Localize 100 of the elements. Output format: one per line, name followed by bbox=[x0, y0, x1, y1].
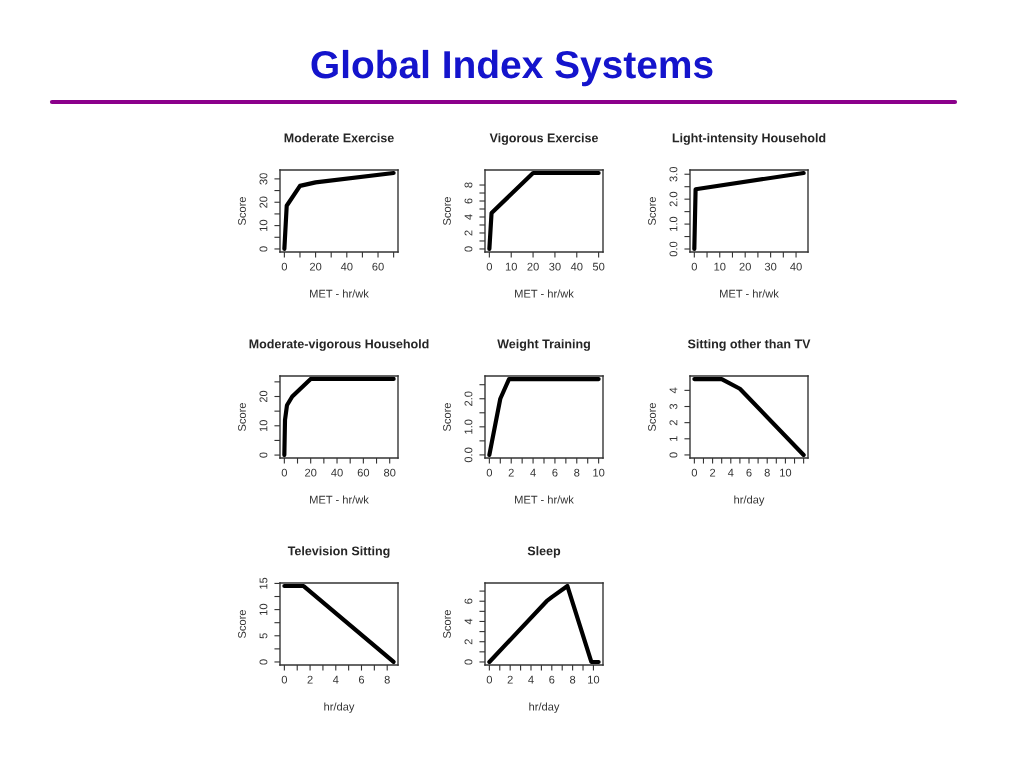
x-tick-label: 6 bbox=[358, 675, 365, 684]
y-tick-label: 10 bbox=[259, 219, 268, 231]
x-tick-label: 6 bbox=[552, 468, 558, 477]
x-axis-title: hr/day bbox=[324, 702, 355, 713]
y-tick-label: 3 bbox=[669, 403, 678, 410]
x-axis-title: MET - hr/wk bbox=[310, 289, 369, 298]
x-axis-title: hr/day bbox=[734, 495, 765, 506]
y-tick-label: 2.0 bbox=[669, 191, 678, 207]
y-tick-label: 2 bbox=[464, 230, 473, 236]
x-tick-label: 8 bbox=[384, 675, 390, 684]
y-tick-label: 3.0 bbox=[669, 166, 678, 182]
y-tick-label: 6 bbox=[464, 598, 473, 604]
y-tick-label: 0 bbox=[259, 659, 268, 665]
y-tick-label: 2.0 bbox=[464, 391, 473, 406]
x-tick-label: 40 bbox=[331, 468, 343, 477]
y-tick-label: 0.0 bbox=[464, 447, 473, 463]
x-tick-label: 0 bbox=[486, 675, 493, 684]
y-tick-label: 1 bbox=[669, 436, 678, 442]
y-axis-title: Score bbox=[238, 196, 246, 226]
y-axis-title: Score bbox=[238, 609, 246, 639]
y-tick-label: 8 bbox=[464, 182, 473, 188]
y-tick-label: 10 bbox=[259, 420, 268, 432]
x-tick-label: 2 bbox=[507, 675, 513, 684]
text: Global Index Systems bbox=[311, 49, 713, 87]
x-tick-label: 6 bbox=[746, 468, 752, 477]
x-tick-label: 10 bbox=[714, 262, 726, 271]
chart-title: Vigorous Exercise bbox=[489, 133, 598, 145]
x-axis-title: hr/day bbox=[529, 702, 560, 713]
y-tick-label: 4 bbox=[464, 214, 473, 220]
x-tick-label: 60 bbox=[372, 262, 384, 271]
x-tick-label: 10 bbox=[588, 675, 600, 684]
chart-title: Moderate Exercise bbox=[284, 133, 394, 143]
x-tick-label: 2 bbox=[710, 468, 716, 477]
chart-title: Television Sitting bbox=[287, 546, 390, 558]
y-tick-label: 2 bbox=[464, 639, 473, 645]
x-tick-label: 0 bbox=[691, 262, 697, 271]
x-tick-label: 80 bbox=[384, 468, 396, 477]
x-tick-label: 8 bbox=[570, 675, 576, 684]
x-tick-label: 30 bbox=[764, 262, 777, 271]
x-tick-label: 50 bbox=[592, 262, 605, 271]
y-tick-label: 30 bbox=[259, 173, 268, 185]
x-tick-label: 4 bbox=[528, 675, 534, 684]
y-tick-label: 0 bbox=[464, 246, 473, 252]
x-tick-label: 0 bbox=[691, 468, 698, 477]
y-tick-label: 0 bbox=[464, 659, 473, 665]
chart-title: Light-intensity Household bbox=[672, 133, 826, 145]
y-axis-title: Score bbox=[648, 402, 656, 432]
y-axis-title: Score bbox=[443, 402, 451, 432]
x-tick-label: 8 bbox=[574, 468, 580, 477]
x-tick-label: 0 bbox=[486, 262, 493, 271]
x-tick-label: 40 bbox=[340, 262, 353, 271]
y-tick-label: 5 bbox=[259, 633, 268, 639]
x-tick-label: 20 bbox=[305, 468, 317, 477]
y-axis-title: Score bbox=[238, 402, 246, 432]
x-tick-label: 60 bbox=[357, 468, 370, 477]
y-tick-label: 1.0 bbox=[464, 419, 473, 434]
x-tick-label: 40 bbox=[570, 262, 583, 271]
x-tick-label: 4 bbox=[727, 468, 734, 477]
y-tick-label: 4 bbox=[464, 618, 473, 625]
x-tick-label: 0 bbox=[486, 468, 493, 477]
y-tick-label: 10 bbox=[259, 603, 268, 615]
x-tick-label: 2 bbox=[307, 675, 313, 684]
y-axis-title: Score bbox=[443, 609, 451, 639]
x-tick-label: 2 bbox=[508, 468, 514, 477]
x-tick-label: 40 bbox=[790, 262, 802, 271]
y-axis-title: Score bbox=[443, 196, 451, 226]
x-tick-label: 10 bbox=[780, 468, 792, 477]
x-tick-label: 10 bbox=[593, 468, 605, 477]
x-tick-label: 20 bbox=[527, 262, 539, 271]
x-tick-label: 20 bbox=[309, 262, 322, 271]
x-axis-title: MET - hr/wk bbox=[720, 289, 779, 298]
x-tick-label: 0 bbox=[281, 468, 287, 477]
y-tick-label: 20 bbox=[259, 390, 268, 403]
y-tick-label: 0.0 bbox=[669, 241, 678, 257]
x-tick-label: 0 bbox=[281, 262, 288, 271]
x-tick-label: 4 bbox=[530, 468, 536, 477]
y-axis-title: Score bbox=[648, 196, 656, 226]
chart-title: Weight Training bbox=[497, 339, 590, 351]
y-tick-label: 6 bbox=[464, 198, 473, 204]
y-tick-label: 2 bbox=[669, 420, 678, 426]
chart-title: Sitting other than TV bbox=[687, 339, 811, 351]
x-axis-title: MET - hr/wk bbox=[515, 495, 574, 504]
y-tick-label: 15 bbox=[259, 577, 268, 589]
y-tick-label: 0 bbox=[669, 452, 678, 458]
x-tick-label: 8 bbox=[764, 468, 770, 477]
x-tick-label: 6 bbox=[549, 675, 555, 684]
y-tick-label: 0 bbox=[259, 452, 268, 458]
x-tick-label: 30 bbox=[549, 262, 561, 271]
x-tick-label: 4 bbox=[332, 675, 339, 684]
x-axis-title: MET - hr/wk bbox=[310, 495, 369, 504]
x-tick-label: 0 bbox=[281, 675, 288, 684]
y-tick-label: 0 bbox=[259, 246, 268, 252]
chart-title: Sleep bbox=[527, 546, 561, 558]
x-tick-label: 20 bbox=[739, 262, 751, 271]
x-axis-title: MET - hr/wk bbox=[515, 289, 574, 298]
chart-title: Moderate-vigorous Household bbox=[249, 339, 429, 351]
x-tick-label: 10 bbox=[505, 262, 517, 271]
y-tick-label: 20 bbox=[259, 196, 268, 208]
y-tick-label: 4 bbox=[669, 387, 678, 394]
y-tick-label: 1.0 bbox=[669, 216, 678, 231]
